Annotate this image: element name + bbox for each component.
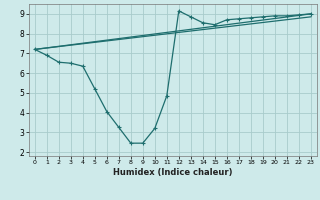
- X-axis label: Humidex (Indice chaleur): Humidex (Indice chaleur): [113, 168, 233, 177]
